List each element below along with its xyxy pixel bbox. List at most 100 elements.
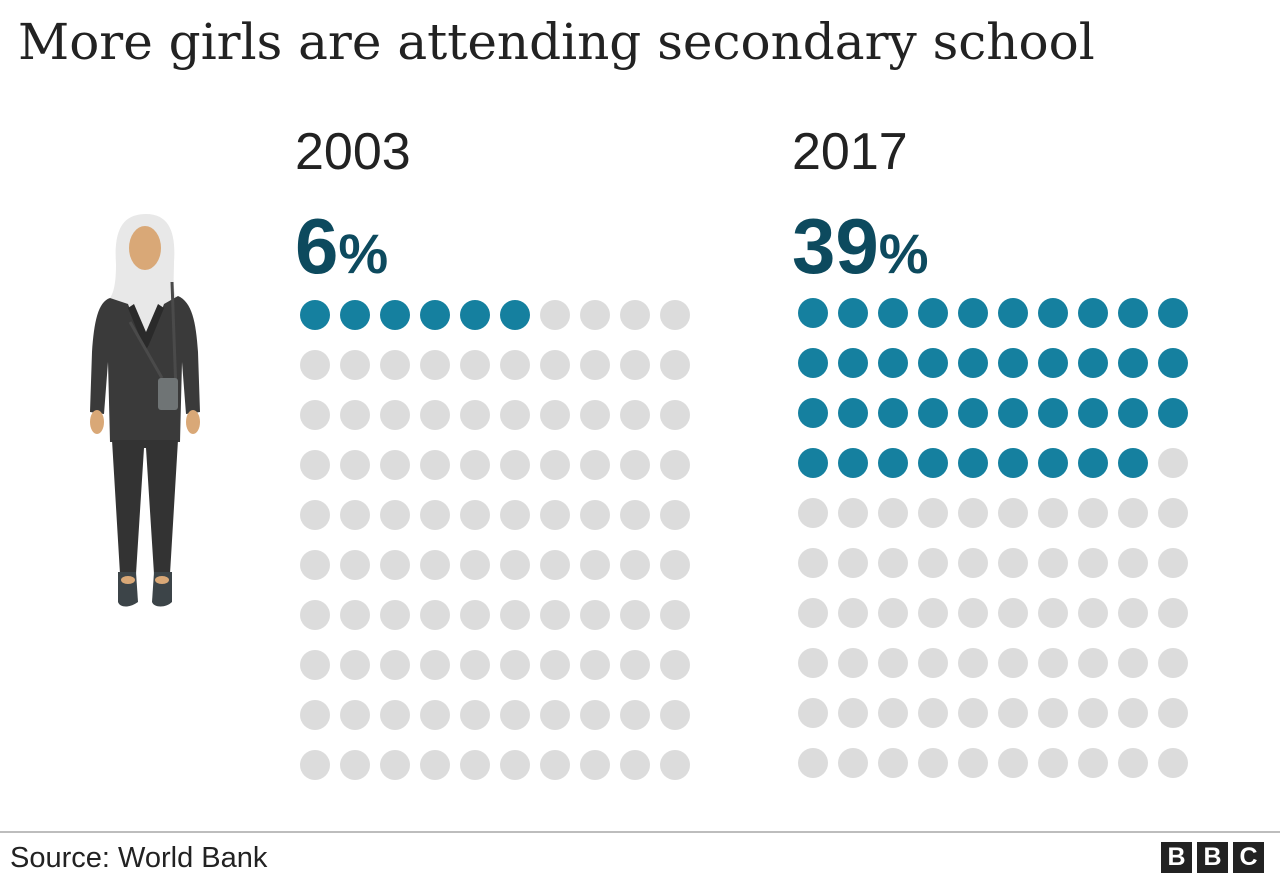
dot-filled — [918, 298, 948, 328]
dot-empty — [1038, 598, 1068, 628]
dot-empty — [838, 548, 868, 578]
dot-empty — [1118, 548, 1148, 578]
year-label: 2017 — [792, 123, 908, 181]
dot-empty — [300, 550, 330, 580]
dot-empty — [540, 600, 570, 630]
dot-empty — [340, 450, 370, 480]
dot-empty — [540, 450, 570, 480]
dot-empty — [620, 350, 650, 380]
dot-filled — [420, 300, 450, 330]
dot-empty — [460, 500, 490, 530]
dot-filled — [878, 448, 908, 478]
dot-empty — [1038, 498, 1068, 528]
dot-empty — [1118, 698, 1148, 728]
dot-empty — [838, 598, 868, 628]
dot-empty — [798, 498, 828, 528]
waffle-grid-2017 — [798, 298, 1188, 778]
dot-empty — [300, 400, 330, 430]
dot-empty — [998, 648, 1028, 678]
dot-empty — [420, 700, 450, 730]
dot-empty — [420, 350, 450, 380]
dot-empty — [798, 648, 828, 678]
dot-empty — [500, 700, 530, 730]
dot-filled — [838, 298, 868, 328]
dot-filled — [958, 348, 988, 378]
dot-empty — [660, 300, 690, 330]
dot-empty — [660, 750, 690, 780]
dot-empty — [660, 700, 690, 730]
dot-empty — [958, 648, 988, 678]
dot-filled — [998, 398, 1028, 428]
dot-empty — [620, 500, 650, 530]
dot-empty — [1078, 548, 1108, 578]
dot-empty — [838, 748, 868, 778]
source-note: Source: World Bank — [10, 842, 268, 874]
dot-filled — [798, 398, 828, 428]
dot-empty — [620, 600, 650, 630]
dot-empty — [380, 600, 410, 630]
dot-empty — [918, 598, 948, 628]
dot-empty — [380, 450, 410, 480]
dot-empty — [580, 350, 610, 380]
dot-empty — [580, 650, 610, 680]
dot-empty — [420, 450, 450, 480]
dot-empty — [500, 650, 530, 680]
dot-empty — [918, 648, 948, 678]
dot-empty — [620, 450, 650, 480]
percent-label: 39% — [792, 204, 929, 296]
dot-filled — [1118, 448, 1148, 478]
dot-empty — [300, 750, 330, 780]
dot-empty — [380, 750, 410, 780]
dot-empty — [500, 600, 530, 630]
dot-empty — [1118, 648, 1148, 678]
percent-value: 39 — [792, 202, 879, 290]
dot-empty — [620, 700, 650, 730]
dot-filled — [918, 348, 948, 378]
dot-filled — [1078, 448, 1108, 478]
dot-empty — [878, 598, 908, 628]
percent-unit: % — [878, 222, 929, 285]
dot-empty — [958, 598, 988, 628]
dot-filled — [798, 448, 828, 478]
dot-filled — [1158, 398, 1188, 428]
dot-empty — [1158, 598, 1188, 628]
dot-empty — [300, 350, 330, 380]
dot-empty — [500, 500, 530, 530]
dot-filled — [1038, 398, 1068, 428]
dot-filled — [958, 298, 988, 328]
waffle-grid-2003 — [300, 300, 690, 780]
dot-filled — [1158, 298, 1188, 328]
dot-empty — [1038, 748, 1068, 778]
dot-filled — [838, 348, 868, 378]
dot-empty — [620, 400, 650, 430]
dot-filled — [1158, 348, 1188, 378]
dot-empty — [420, 600, 450, 630]
dot-filled — [500, 300, 530, 330]
dot-empty — [580, 500, 610, 530]
dot-filled — [838, 448, 868, 478]
dot-empty — [1038, 698, 1068, 728]
dot-filled — [918, 398, 948, 428]
dot-empty — [580, 300, 610, 330]
dot-empty — [540, 650, 570, 680]
dot-empty — [660, 450, 690, 480]
dot-empty — [798, 548, 828, 578]
dot-empty — [1038, 648, 1068, 678]
dot-empty — [300, 650, 330, 680]
dot-empty — [420, 400, 450, 430]
dot-filled — [1118, 348, 1148, 378]
dot-empty — [340, 550, 370, 580]
dot-filled — [380, 300, 410, 330]
dot-empty — [540, 550, 570, 580]
dot-empty — [500, 400, 530, 430]
dot-empty — [340, 650, 370, 680]
dot-empty — [1038, 548, 1068, 578]
dot-empty — [1158, 748, 1188, 778]
dot-empty — [620, 750, 650, 780]
dot-empty — [460, 700, 490, 730]
dot-empty — [1078, 648, 1108, 678]
dot-empty — [998, 498, 1028, 528]
dot-empty — [540, 400, 570, 430]
dot-filled — [798, 348, 828, 378]
